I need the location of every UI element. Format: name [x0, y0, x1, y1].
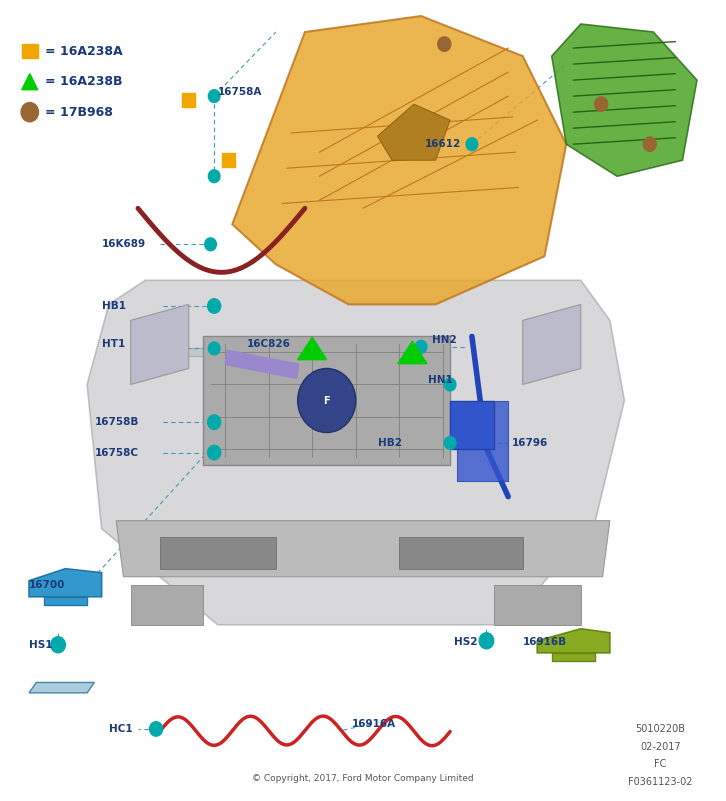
Circle shape [205, 238, 216, 251]
Text: 16K689: 16K689 [102, 239, 146, 249]
Bar [222, 153, 235, 167]
Polygon shape [29, 682, 94, 693]
Circle shape [415, 340, 427, 353]
Text: HS2: HS2 [454, 638, 477, 647]
Polygon shape [160, 537, 276, 569]
Polygon shape [398, 341, 427, 364]
Circle shape [150, 722, 163, 736]
Text: 16758B: 16758B [94, 417, 139, 427]
Circle shape [208, 170, 220, 183]
Text: = 17B968: = 17B968 [45, 106, 113, 119]
Text: 16916B: 16916B [523, 638, 567, 647]
Circle shape [208, 342, 220, 355]
Polygon shape [552, 24, 697, 176]
Circle shape [438, 37, 451, 51]
Polygon shape [450, 400, 494, 449]
Polygon shape [131, 585, 203, 625]
Text: 16796: 16796 [512, 438, 548, 448]
Text: HB1: HB1 [102, 301, 126, 311]
Text: F0361123-02: F0361123-02 [629, 777, 693, 787]
Circle shape [643, 137, 656, 151]
Polygon shape [22, 74, 38, 90]
Text: 16758A: 16758A [218, 87, 262, 97]
Circle shape [444, 378, 456, 391]
Text: © Copyright, 2017, Ford Motor Company Limited: © Copyright, 2017, Ford Motor Company Li… [252, 774, 474, 783]
Text: HN2: HN2 [432, 336, 457, 345]
Text: 16700: 16700 [29, 580, 65, 590]
Circle shape [595, 97, 608, 111]
Polygon shape [87, 280, 624, 625]
Circle shape [21, 103, 38, 122]
Circle shape [208, 445, 221, 460]
Polygon shape [552, 653, 595, 661]
Circle shape [479, 633, 494, 649]
Bar [182, 93, 195, 107]
Text: 16C826: 16C826 [247, 340, 290, 349]
Polygon shape [29, 569, 102, 597]
Polygon shape [167, 348, 203, 356]
Text: HC1: HC1 [109, 724, 133, 734]
Polygon shape [399, 537, 523, 569]
Polygon shape [232, 16, 566, 304]
Polygon shape [494, 585, 581, 625]
Polygon shape [298, 337, 327, 360]
Text: HN1: HN1 [428, 376, 453, 385]
Polygon shape [378, 104, 450, 160]
Polygon shape [457, 400, 508, 481]
Text: F: F [323, 396, 330, 405]
Polygon shape [44, 597, 87, 605]
Circle shape [444, 437, 456, 449]
Circle shape [466, 138, 478, 151]
Circle shape [208, 90, 220, 103]
Wedge shape [298, 368, 356, 433]
Text: = 16A238A: = 16A238A [45, 45, 123, 58]
Circle shape [208, 415, 221, 429]
Text: 16758C: 16758C [94, 448, 139, 457]
Text: 02-2017: 02-2017 [640, 742, 681, 751]
Text: FC: FC [654, 759, 667, 769]
Polygon shape [537, 629, 610, 653]
Text: = 16A238B: = 16A238B [45, 75, 123, 88]
Text: 16612: 16612 [425, 139, 461, 149]
Polygon shape [203, 336, 450, 465]
Bar [22, 44, 38, 58]
Bar [225, 350, 299, 378]
Polygon shape [116, 521, 610, 577]
Text: HS1: HS1 [29, 640, 52, 650]
Polygon shape [523, 304, 581, 384]
Circle shape [51, 637, 65, 653]
Polygon shape [131, 304, 189, 384]
Text: HB2: HB2 [378, 438, 401, 448]
Text: 5010220B: 5010220B [636, 724, 685, 734]
Text: HT1: HT1 [102, 340, 125, 349]
Circle shape [208, 299, 221, 313]
Text: 16916A: 16916A [352, 719, 396, 729]
